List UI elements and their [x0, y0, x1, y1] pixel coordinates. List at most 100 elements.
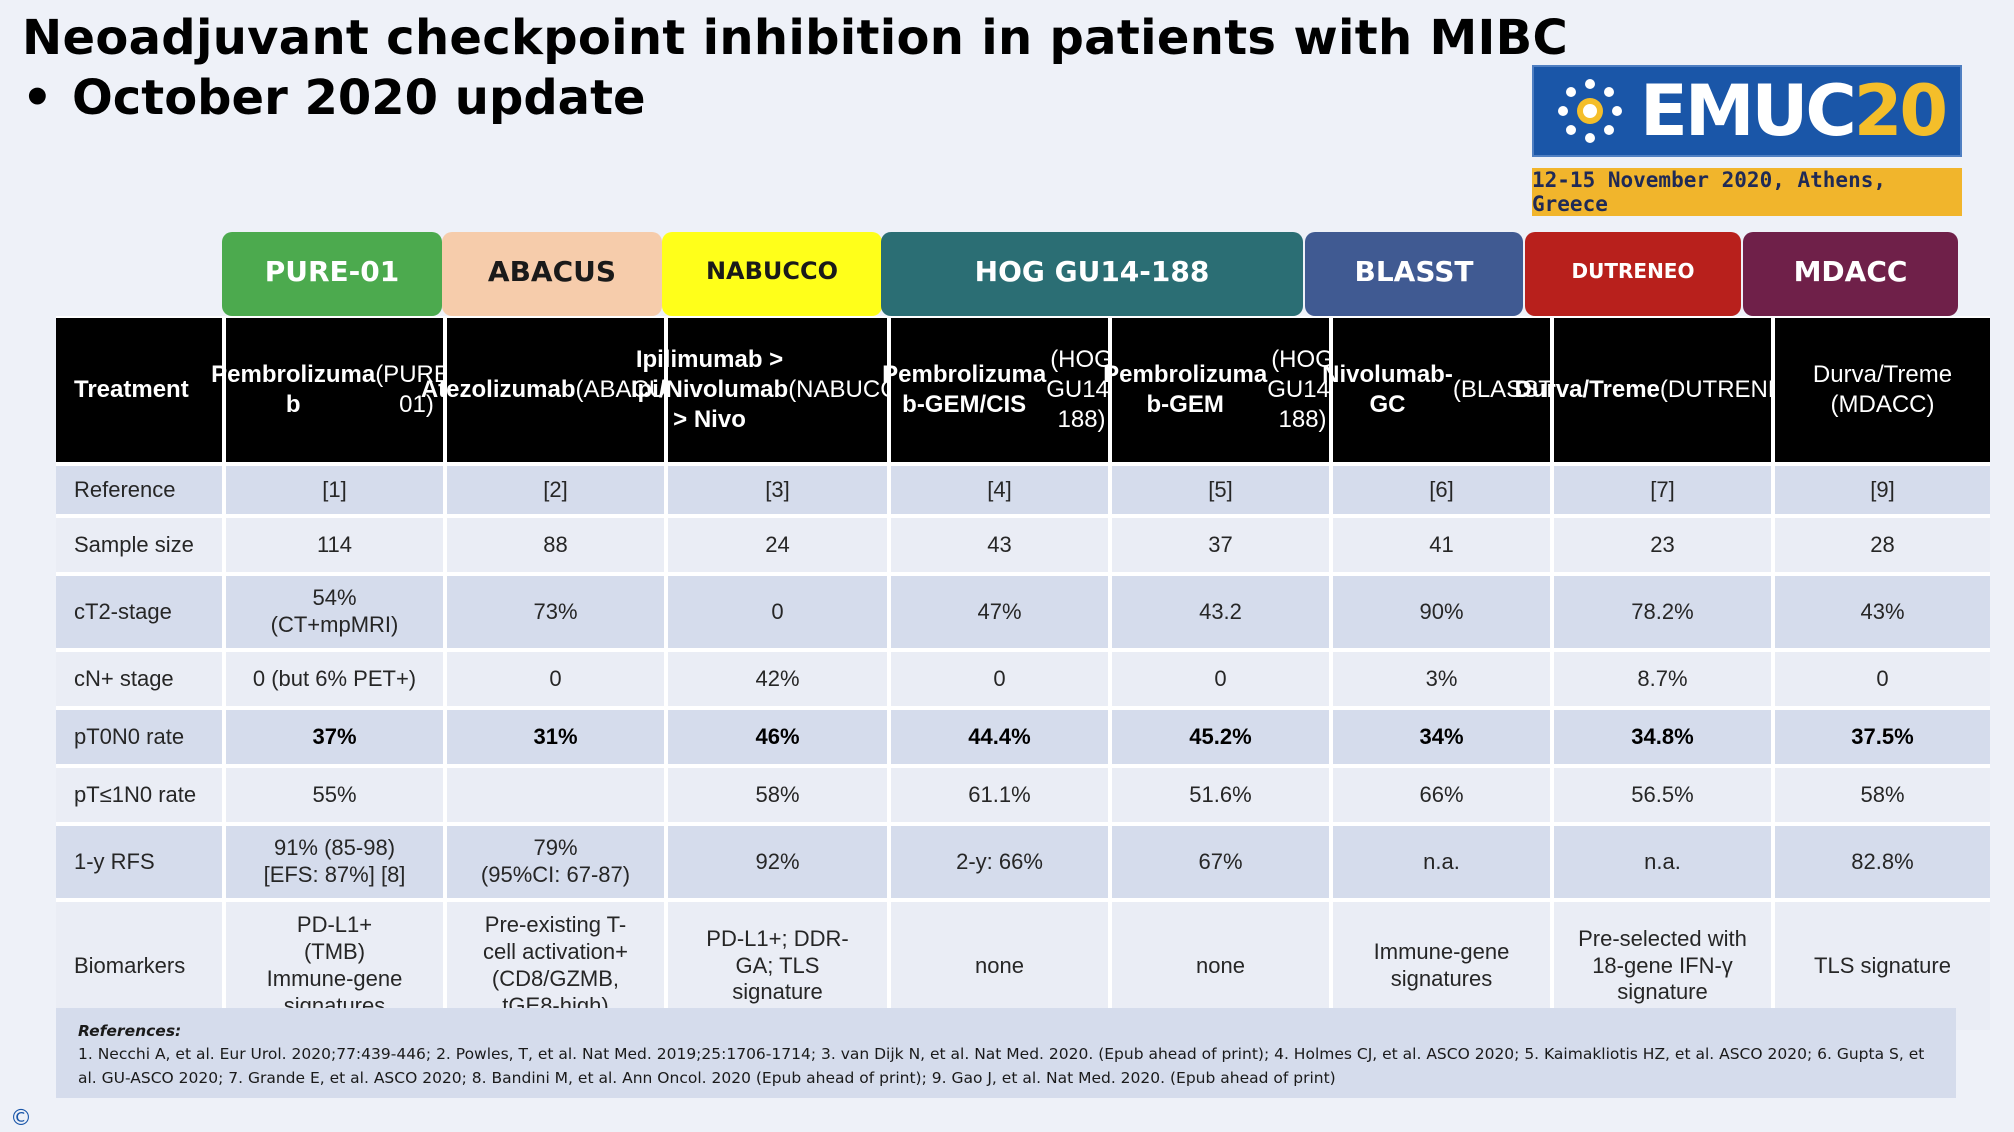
table-cell: 0: [447, 652, 664, 706]
table-cell: 43: [891, 518, 1108, 572]
table-cell: 45.2%: [1112, 710, 1329, 764]
table-cell: 37%: [226, 710, 443, 764]
row-label: Sample size: [56, 518, 222, 572]
treatment-drug: Pembrolizuma b-GEM/CIS: [882, 361, 1047, 418]
table-cell: [6]: [1333, 466, 1550, 514]
table-cell: 44.4%: [891, 710, 1108, 764]
table-cell: 61.1%: [891, 768, 1108, 822]
table-cell: 78.2%: [1554, 576, 1771, 648]
treatment-header-cell: Pembrolizuma b-GEM/CIS (HOG GU14- 188): [882, 318, 1117, 462]
table-cell: 34%: [1333, 710, 1550, 764]
table-cell: [2]: [447, 466, 664, 514]
treatment-trial: (HOG GU14- 188): [1267, 346, 1338, 433]
table-cell: 43%: [1775, 576, 1990, 648]
logo-name: EMUC: [1640, 70, 1857, 152]
trial-tab-mdacc: MDACC: [1743, 232, 1958, 316]
treatment-drug: Nivolumab-GC: [1322, 361, 1453, 418]
subtitle-text: October 2020 update: [72, 70, 646, 126]
table-cell: [5]: [1112, 466, 1329, 514]
bullet: •: [22, 70, 53, 126]
treatment-drug: Ipilimumab > Ipi/Nivolumab > Nivo: [630, 346, 789, 433]
treatment-header-cell: Durva/Treme (MDACC): [1775, 318, 1990, 462]
table-cell: 73%: [447, 576, 664, 648]
table-cell: 3%: [1333, 652, 1550, 706]
table-cell: 54% (CT+mpMRI): [226, 576, 443, 648]
treatment-header: Treatment: [56, 318, 222, 462]
treatment-header-cell: Pembrolizuma b (PURE-01): [211, 318, 458, 462]
row-label: pT0N0 rate: [56, 710, 222, 764]
trial-tab-dutreneo: DUTRENEO: [1525, 232, 1741, 316]
emuc-logo: EMUC20: [1532, 65, 1962, 157]
logo-year: 20: [1853, 70, 1948, 152]
copyright-icon: ©: [10, 1106, 32, 1131]
trial-tab-abacus: ABACUS: [442, 232, 662, 316]
table-cell: 47%: [891, 576, 1108, 648]
references: References: 1. Necchi A, et al. Eur Urol…: [56, 1008, 1956, 1098]
table-cell: [1]: [226, 466, 443, 514]
event-date: 12-15 November 2020, Athens, Greece: [1532, 168, 1962, 216]
table-cell: 37: [1112, 518, 1329, 572]
treatment-header-cell: Ipilimumab > Ipi/Nivolumab > Nivo (NABUCC…: [631, 318, 924, 462]
table-cell: 0 (but 6% PET+): [226, 652, 443, 706]
table-cell: 58%: [668, 768, 887, 822]
trial-tab-hog-gu14-188: HOG GU14-188: [881, 232, 1303, 316]
table-cell: 90%: [1333, 576, 1550, 648]
table-cell: 92%: [668, 826, 887, 898]
table-cell: 58%: [1775, 768, 1990, 822]
table-cell: 46%: [668, 710, 887, 764]
trial-tab-pure-01: PURE-01: [222, 232, 442, 316]
row-label: 1-y RFS: [56, 826, 222, 898]
page-subtitle: • October 2020 update: [22, 70, 646, 126]
table-cell: 42%: [668, 652, 887, 706]
sun-icon: [1558, 79, 1622, 143]
table-cell: 82.8%: [1775, 826, 1990, 898]
table-cell: [4]: [891, 466, 1108, 514]
table-cell: n.a.: [1333, 826, 1550, 898]
table-cell: 0: [891, 652, 1108, 706]
table-cell: 66%: [1333, 768, 1550, 822]
treatment-drug: Pembrolizuma b-GEM: [1103, 361, 1268, 418]
row-label: Reference: [56, 466, 222, 514]
trial-tab-blasst: BLASST: [1305, 232, 1523, 316]
treatment-drug: Atezolizumab: [420, 376, 576, 404]
table-cell: 8.7%: [1554, 652, 1771, 706]
comparison-table: Treatment Pembrolizuma b (PURE-01) Atezoliz…: [56, 316, 1990, 1030]
treatment-header-cell: Nivolumab-GC (BLASST): [1322, 318, 1561, 462]
treatment-trial: (BLASST): [1452, 376, 1561, 404]
trial-tab-nabucco: NABUCCO: [662, 232, 882, 316]
treatment-drug: Durva/Treme: [1514, 376, 1660, 404]
treatment-header-cell: Durva/Treme (DUTRENEO): [1514, 318, 1811, 462]
treatment-header-cell: Pembrolizuma b-GEM (HOG GU14- 188): [1103, 318, 1338, 462]
treatment-trial: (HOG GU14- 188): [1046, 346, 1117, 433]
logo-text: EMUC20: [1640, 76, 1948, 146]
table-cell: 114: [226, 518, 443, 572]
table-cell: [447, 768, 664, 822]
table-cell: 91% (85-98) [EFS: 87%] [8]: [226, 826, 443, 898]
references-title: References:: [78, 1022, 182, 1040]
table-cell: 56.5%: [1554, 768, 1771, 822]
table-cell: n.a.: [1554, 826, 1771, 898]
row-label: cT2-stage: [56, 576, 222, 648]
table-cell: 51.6%: [1112, 768, 1329, 822]
treatment-drug: Pembrolizuma b: [211, 361, 376, 418]
row-label: cN+ stage: [56, 652, 222, 706]
page-title: Neoadjuvant checkpoint inhibition in pat…: [22, 10, 1569, 66]
table-cell: 31%: [447, 710, 664, 764]
table-cell: 37.5%: [1775, 710, 1990, 764]
table-cell: 79% (95%CI: 67-87): [447, 826, 664, 898]
table-cell: [7]: [1554, 466, 1771, 514]
treatment-trial: (PURE-01): [375, 361, 458, 418]
references-text: 1. Necchi A, et al. Eur Urol. 2020;77:43…: [78, 1045, 1925, 1087]
table-cell: 23: [1554, 518, 1771, 572]
table-cell: 43.2: [1112, 576, 1329, 648]
table-cell: 41: [1333, 518, 1550, 572]
table-cell: 0: [1775, 652, 1990, 706]
table-cell: 0: [1112, 652, 1329, 706]
table-cell: [9]: [1775, 466, 1990, 514]
table-cell: 2-y: 66%: [891, 826, 1108, 898]
table-cell: 0: [668, 576, 887, 648]
treatment-header-cell: Atezolizumab (ABACUS): [421, 318, 690, 462]
table-cell: 55%: [226, 768, 443, 822]
table-cell: 67%: [1112, 826, 1329, 898]
table-cell: 88: [447, 518, 664, 572]
